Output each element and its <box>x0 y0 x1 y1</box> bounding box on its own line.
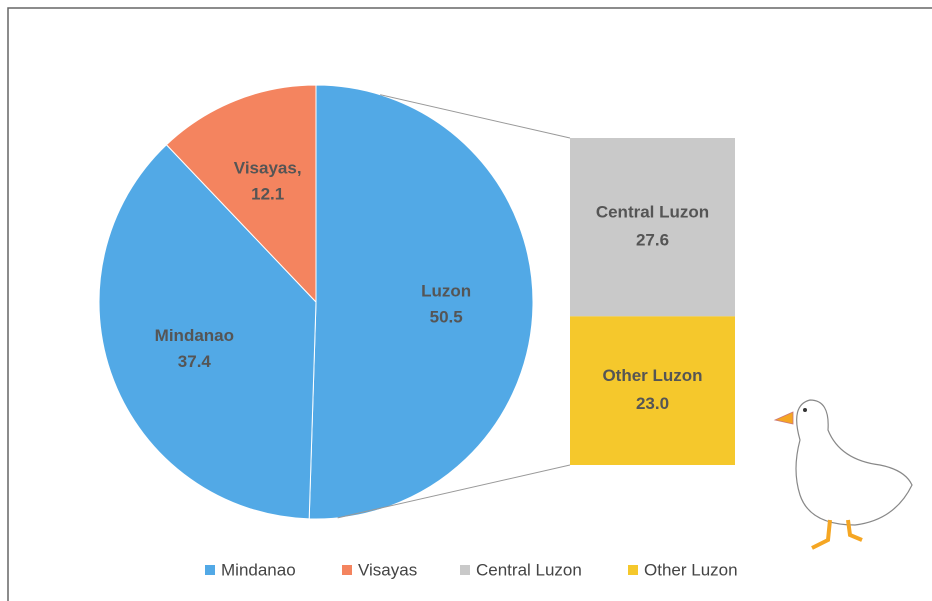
connector <box>337 464 571 519</box>
bar-segment <box>570 138 735 317</box>
bar-segment <box>570 316 735 465</box>
legend-label: Other Luzon <box>644 560 738 579</box>
slice-value: 37.4 <box>178 352 212 371</box>
slice-label: Mindanao <box>155 326 234 345</box>
legend-label: Visayas <box>358 560 417 579</box>
legend-swatch <box>205 565 215 575</box>
frame <box>7 7 932 601</box>
slice-label: Visayas, <box>234 159 302 178</box>
pie-slice <box>165 84 317 304</box>
segment-label: Other Luzon <box>602 366 702 385</box>
segment-value: 27.6 <box>636 231 669 250</box>
legend-label: Mindanao <box>221 560 296 579</box>
legend-swatch <box>460 565 470 575</box>
legend-swatch <box>342 565 352 575</box>
pie-slice <box>98 144 317 520</box>
slice-label: Luzon <box>421 282 471 301</box>
legend-label: Central Luzon <box>476 560 582 579</box>
slice-value: 12.1 <box>251 185 284 204</box>
slice-value: 50.5 <box>430 308 463 327</box>
connector <box>380 94 571 139</box>
segment-label: Central Luzon <box>596 203 709 222</box>
duck <box>773 399 913 550</box>
segment-value: 23.0 <box>636 394 669 413</box>
pie-slice <box>308 84 534 520</box>
legend-swatch <box>628 565 638 575</box>
